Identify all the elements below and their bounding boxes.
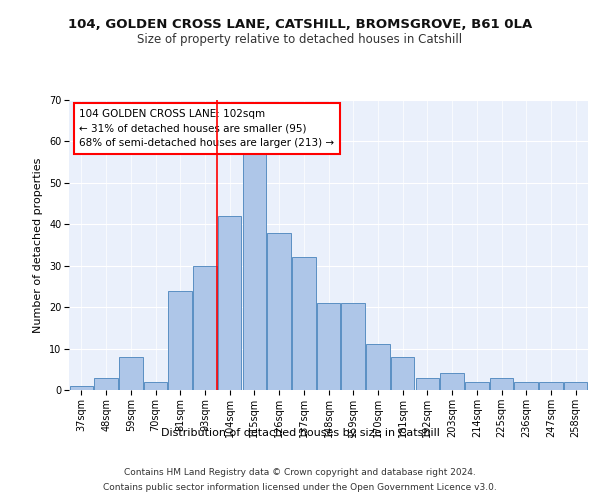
Bar: [144, 382, 167, 390]
Bar: [514, 382, 538, 390]
Bar: [242, 154, 266, 390]
Text: Size of property relative to detached houses in Catshill: Size of property relative to detached ho…: [137, 32, 463, 46]
Bar: [391, 357, 415, 390]
Bar: [416, 378, 439, 390]
Bar: [193, 266, 217, 390]
Bar: [169, 290, 192, 390]
Bar: [218, 216, 241, 390]
Text: Contains public sector information licensed under the Open Government Licence v3: Contains public sector information licen…: [103, 483, 497, 492]
Bar: [70, 386, 93, 390]
Bar: [317, 303, 340, 390]
Bar: [119, 357, 143, 390]
Bar: [490, 378, 513, 390]
Text: 104, GOLDEN CROSS LANE, CATSHILL, BROMSGROVE, B61 0LA: 104, GOLDEN CROSS LANE, CATSHILL, BROMSG…: [68, 18, 532, 30]
Bar: [268, 232, 291, 390]
Bar: [292, 258, 316, 390]
Bar: [440, 374, 464, 390]
Bar: [564, 382, 587, 390]
Text: Contains HM Land Registry data © Crown copyright and database right 2024.: Contains HM Land Registry data © Crown c…: [124, 468, 476, 477]
Bar: [94, 378, 118, 390]
Text: 104 GOLDEN CROSS LANE: 102sqm
← 31% of detached houses are smaller (95)
68% of s: 104 GOLDEN CROSS LANE: 102sqm ← 31% of d…: [79, 108, 335, 148]
Bar: [341, 303, 365, 390]
Y-axis label: Number of detached properties: Number of detached properties: [34, 158, 43, 332]
Bar: [539, 382, 563, 390]
Bar: [366, 344, 389, 390]
Bar: [465, 382, 488, 390]
Text: Distribution of detached houses by size in Catshill: Distribution of detached houses by size …: [161, 428, 439, 438]
